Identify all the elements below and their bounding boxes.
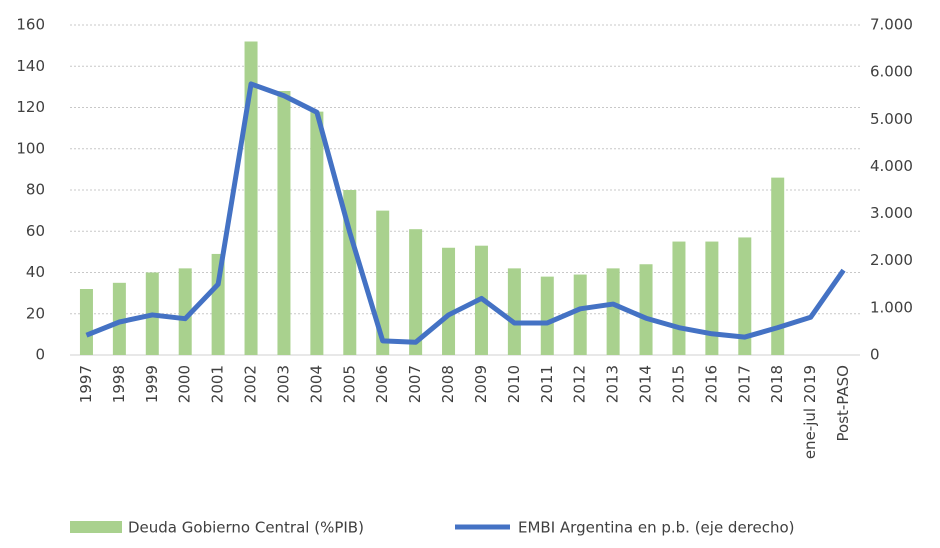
y-tick-label: 140 [16,57,45,75]
bar [112,282,126,355]
y-tick-label: 100 [16,139,45,157]
x-tick-label: 2004 [307,365,325,403]
bar [178,268,192,355]
bar [705,241,719,355]
y-tick-label: 20 [26,304,45,322]
legend-label: Deuda Gobierno Central (%PIB) [128,519,364,537]
x-tick-label: 1998 [110,365,128,403]
y-tick-label: 160 [16,16,45,34]
x-tick-label: 2007 [406,365,424,403]
x-tick-label: 2003 [274,365,292,403]
bar [738,237,752,355]
bar [507,268,521,355]
legend-swatch [70,521,122,533]
bar [540,276,554,355]
x-tick-label: 2001 [209,365,227,403]
bar [606,268,620,355]
x-tick-label: 2018 [768,365,786,403]
bar [771,177,785,355]
x-tick-label: 2002 [242,365,260,403]
y-tick-label: 120 [16,98,45,116]
x-tick-label: 2010 [505,365,523,403]
bar [244,41,258,355]
bar [277,91,291,355]
y2-tick-label: 1.000 [870,298,913,316]
x-tick-label: 2015 [669,365,687,403]
y-tick-label: 0 [35,346,45,364]
x-tick-label: 2012 [571,365,589,403]
y2-tick-label: 3.000 [870,204,913,222]
x-tick-label: 2008 [439,365,457,403]
y2-tick-label: 2.000 [870,251,913,269]
x-tick-label: 1997 [77,365,95,403]
bar [442,247,456,355]
x-tick-label: 2009 [472,365,490,403]
x-tick-label: 1999 [143,365,161,403]
x-tick-label: 2011 [538,365,556,403]
y2-tick-label: 6.000 [870,63,913,81]
x-tick-label: 2006 [373,365,391,403]
bar [573,274,587,355]
y2-tick-label: 5.000 [870,110,913,128]
x-tick-label: 2013 [604,365,622,403]
bar [310,111,324,355]
x-tick-label: 2016 [702,365,720,403]
y2-tick-label: 4.000 [870,157,913,175]
y2-tick-label: 7.000 [870,16,913,34]
y-tick-label: 80 [26,181,45,199]
x-tick-label: 2014 [637,365,655,403]
x-tick-label: Post-PASO [834,365,852,441]
bar [79,289,93,355]
y-tick-label: 40 [26,263,45,281]
legend-label: EMBI Argentina en p.b. (eje derecho) [518,519,795,537]
bar [343,190,357,355]
bar [376,210,390,355]
line [85,81,846,345]
x-tick-label: 2000 [176,365,194,403]
bar [672,241,686,355]
bar [639,264,653,355]
x-tick-label: 2017 [735,365,753,403]
bar [409,229,423,355]
y-tick-label: 60 [26,222,45,240]
x-tick-label: 2005 [340,365,358,403]
x-tick-label: ene-jul 2019 [801,365,819,459]
y2-tick-label: 0 [870,346,880,364]
